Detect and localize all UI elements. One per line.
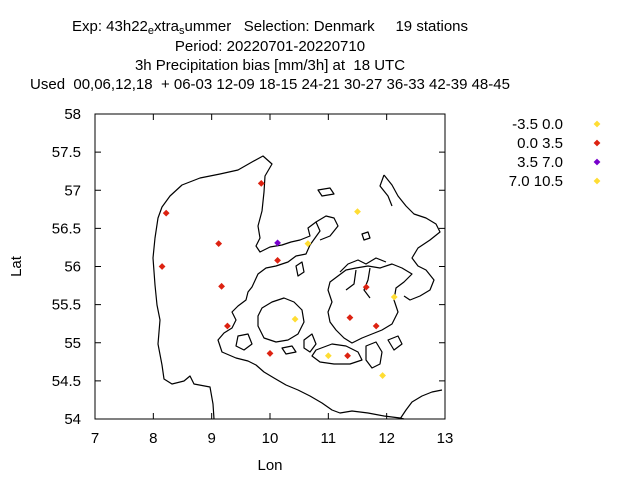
legend-label: 7.0 10.5 [509,173,563,190]
x-tick-label: 10 [262,430,279,447]
x-tick-label: 9 [207,430,215,447]
x-tick-label: 11 [321,430,337,447]
legend-label: -3.5 0.0 [512,116,563,133]
coastline-als [235,333,253,351]
stations-text: 19 stations [395,18,469,35]
legend-marker [593,139,601,147]
period-text: Period: 20220701-20220710 [174,38,366,55]
station-point [372,322,380,330]
station-point [390,293,398,301]
coastline-funen [257,297,305,343]
coastline-zealand-north [339,257,387,273]
used-text: Used 00,06,12,18 + 06-03 12-09 18-15 24-… [30,76,510,93]
y-tick-label: 58 [64,106,81,123]
coastline-roskilde-fjord [363,267,371,299]
coastline-lolland [311,343,363,365]
y-tick-label: 57.5 [52,144,81,161]
coastline-anholt [361,231,371,241]
station-point [224,322,231,330]
selection-text: Selection: Denmark [243,18,375,35]
plot-axes: 7 8 9 10 11 12 13 54 54.5 55 55.5 56 56.5 57 57.5 58 Lon… [8,106,453,474]
x-tick-label: 7 [91,430,99,447]
subtitle-text: 3h Precipitation bias [mm/3h] at 18 UTC [134,57,406,74]
coastline-jutland [152,155,405,420]
station-point [362,283,370,291]
x-axis-label: Lon [257,457,282,474]
coastline-laesoe [317,187,335,197]
coastline-sweden-west [379,174,393,207]
station-point [266,350,274,357]
y-tick-label: 55.5 [52,297,81,314]
legend-label: 0.0 3.5 [517,135,563,152]
coastline-samsoe [295,261,305,277]
station-point [324,352,332,360]
legend-marker [593,158,601,166]
coastline-djursland [315,215,339,241]
x-tick-label: 12 [378,430,395,447]
station-point [344,352,351,360]
legend: -3.5 0.0 0.0 3.5 3.5 7.0 7.0 10.5 [509,116,601,190]
station-point [162,209,170,217]
station-point [346,314,354,321]
x-tick-label: 13 [437,430,454,447]
exp-prefix: Exp: 43h22 [71,18,148,35]
station-point [379,372,386,379]
station-point [257,179,265,187]
y-tick-label: 55 [64,335,81,352]
station-point [304,240,312,248]
station-point [215,240,223,248]
station-point [158,263,166,270]
coastline-langeland [303,333,317,353]
y-axis-label: Lat [8,255,25,277]
y-tick-label: 54 [64,411,81,428]
coastline-moen [387,335,403,351]
exp-mid: xtra [154,18,180,35]
legend-marker [593,177,601,185]
station-point [218,282,225,290]
legend-marker [593,120,601,128]
coastline-zealand [327,263,413,344]
coastline-sweden [383,174,441,301]
coastline-map [152,155,443,420]
station-point [274,257,281,264]
data-points [158,179,398,379]
coastline-isefjord [345,269,357,291]
plot-frame [94,113,446,420]
x-tick-label: 8 [149,430,157,447]
exp-suffix: ummer [184,18,232,35]
exp-sub-1: e [147,25,155,37]
legend-label: 3.5 7.0 [517,154,563,171]
station-point [274,239,281,247]
coastline-falster [365,341,383,369]
coastline-aero [281,345,297,355]
coastline-germany [399,389,443,420]
y-tick-label: 56.5 [52,220,81,237]
station-point [291,315,299,323]
station-point [354,208,361,215]
y-tick-label: 54.5 [52,373,81,390]
title-line-1: Exp: 43h22extrasummer Selection: Denmark… [0,18,540,37]
exp-sub-2: s [179,25,185,37]
y-tick-label: 56 [64,259,81,276]
y-tick-label: 57 [64,182,81,199]
